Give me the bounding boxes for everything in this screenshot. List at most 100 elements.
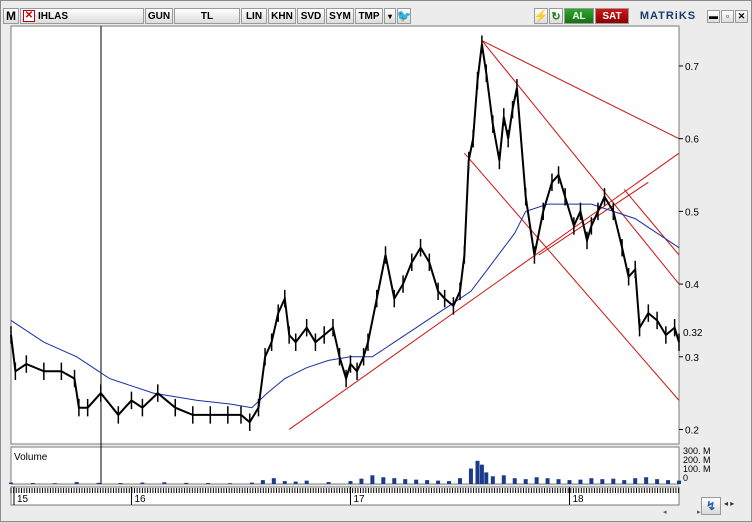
volume-bar — [381, 477, 386, 484]
volume-bar — [545, 478, 550, 484]
year-tick-label: 15 — [17, 494, 29, 505]
volume-bar — [490, 476, 495, 484]
volume-bar — [414, 479, 419, 484]
scale-button[interactable]: LIN — [241, 8, 267, 24]
volume-tick-label: 100. M — [683, 464, 711, 474]
volume-bar — [9, 482, 13, 484]
volume-bar — [534, 477, 539, 484]
svd-button[interactable]: SVD — [297, 8, 325, 24]
volume-bar — [556, 479, 561, 484]
volume-bar — [578, 479, 583, 484]
volume-bar — [666, 480, 671, 484]
volume-bar — [447, 481, 452, 484]
price-tick-label: 0.4 — [685, 280, 699, 291]
trendline-4 — [538, 181, 649, 256]
scroll-left-icon[interactable]: ◂ — [663, 509, 667, 516]
volume-bar — [74, 482, 79, 484]
toolbar: M ✕ IHLAS GUN TL LIN KHN SVD SYM TMP ▾ 🐦 … — [3, 6, 749, 26]
chevron-down-icon[interactable]: ▾ — [384, 8, 396, 24]
volume-bar — [260, 480, 265, 484]
volume-bar — [677, 480, 681, 484]
volume-bar — [140, 482, 145, 484]
volume-tick-label: 300. M — [683, 446, 711, 456]
price-series — [10, 35, 680, 431]
volume-bar — [633, 478, 638, 484]
volume-bar — [622, 480, 627, 484]
volume-bar — [523, 479, 528, 484]
symbol-label: IHLAS — [38, 10, 68, 22]
volume-bar — [370, 475, 375, 484]
volume-bar — [293, 481, 298, 484]
volume-bar — [655, 479, 660, 484]
volume-bar — [436, 480, 441, 484]
flash-icon[interactable]: ⚡ — [533, 8, 549, 24]
volume-bar — [484, 472, 489, 484]
volume-bar — [392, 478, 397, 484]
volume-series — [9, 460, 681, 484]
last-price-label: 0.32 — [683, 328, 703, 339]
volume-bar — [228, 483, 233, 484]
twitter-icon[interactable]: 🐦 — [396, 8, 412, 24]
period-button[interactable]: GUN — [145, 8, 173, 24]
brand-label: MATRiKS — [639, 10, 697, 22]
price-tick-label: 0.6 — [685, 135, 699, 146]
volume-panel — [10, 446, 680, 485]
price-tick-label: 0.7 — [685, 62, 699, 73]
tmp-button[interactable]: TMP — [355, 8, 383, 24]
trendline-0 — [288, 152, 680, 430]
time-axis-panel — [10, 486, 680, 506]
volume-bar — [162, 482, 167, 484]
volume-bar — [501, 475, 506, 484]
volume-bar — [611, 478, 616, 484]
sync-icon[interactable]: ↯ — [701, 497, 721, 515]
trendlines — [288, 40, 680, 430]
price-tick-label: 0.5 — [685, 207, 699, 218]
volume-bar — [425, 480, 430, 484]
sym-button[interactable]: SYM — [326, 8, 354, 24]
price-tick-label: 0.3 — [685, 353, 699, 364]
scroll-right-icon[interactable]: ▸ — [697, 509, 701, 516]
volume-bar — [512, 478, 517, 484]
price-axis-ticks: 0.2 0.3 0.4 0.5 0.6 0.7 0.32 — [679, 62, 703, 436]
currency-button[interactable]: TL — [174, 8, 240, 24]
remove-symbol-icon[interactable]: ✕ — [23, 10, 35, 22]
trendline-3 — [463, 152, 680, 401]
matriks-logo-button[interactable]: M — [3, 8, 19, 24]
volume-bar — [475, 460, 480, 484]
volume-tick-label: 0 — [683, 473, 688, 483]
volume-tick-label: 200. M — [683, 455, 711, 465]
close-button[interactable]: ✕ — [735, 9, 748, 23]
khn-button[interactable]: KHN — [268, 8, 296, 24]
year-tick-label: 18 — [572, 494, 584, 505]
nav-arrows-icon[interactable]: ◂ ▸ — [724, 499, 735, 508]
year-tick-label: 17 — [353, 494, 365, 505]
volume-bar — [282, 481, 287, 484]
volume-bar — [118, 483, 123, 484]
volume-bar — [589, 478, 594, 484]
volume-bar — [249, 482, 254, 484]
year-tick-label: 16 — [134, 494, 146, 505]
refresh-icon[interactable]: ↻ — [549, 8, 563, 24]
trendline-5 — [623, 189, 680, 256]
minimize-button[interactable]: ▬ — [707, 9, 720, 23]
volume-bar — [96, 482, 101, 484]
trendline-2 — [481, 40, 680, 285]
volume-bar — [184, 482, 189, 484]
price-tick-label: 0.2 — [685, 425, 699, 436]
sell-button[interactable]: SAT — [595, 8, 629, 24]
volume-bar — [644, 477, 649, 484]
volume-bar — [206, 483, 211, 484]
buy-button[interactable]: AL — [564, 8, 594, 24]
symbol-selector[interactable]: ✕ IHLAS — [20, 8, 144, 24]
volume-bar — [403, 479, 408, 484]
volume-bar — [348, 481, 353, 484]
volume-bar — [30, 483, 35, 484]
volume-bar — [600, 479, 605, 484]
volume-bar — [326, 482, 331, 484]
volume-bar — [52, 483, 57, 484]
maximize-button[interactable]: ▫ — [721, 9, 734, 23]
volume-bar — [271, 478, 276, 484]
volume-bar — [359, 478, 364, 484]
